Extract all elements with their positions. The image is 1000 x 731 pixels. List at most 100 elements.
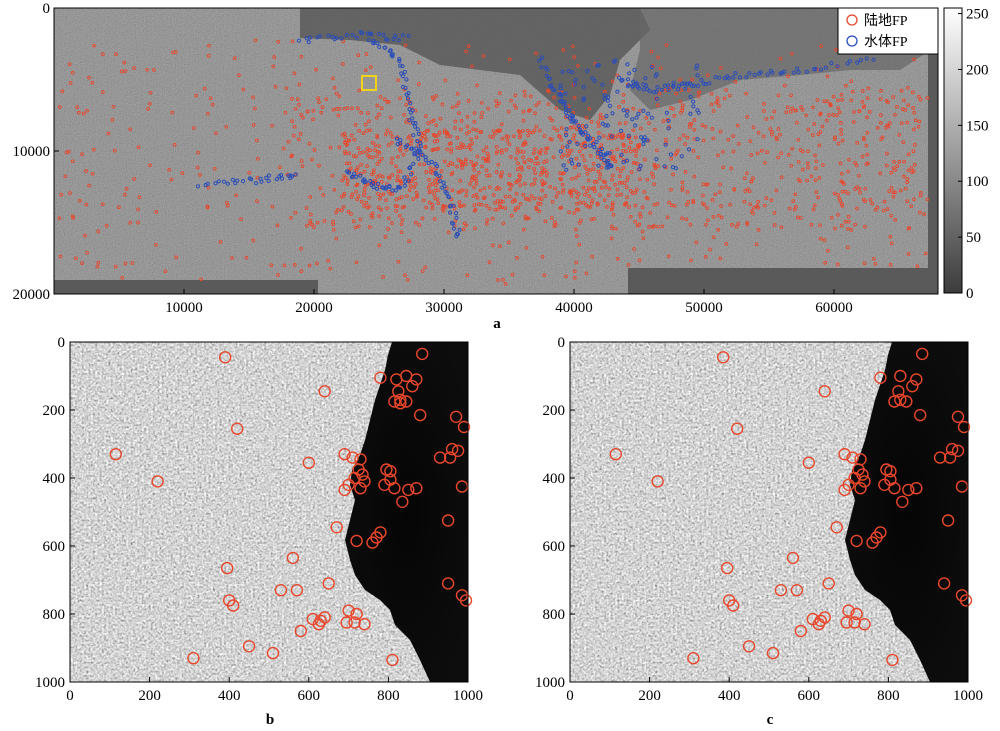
land-fp-marker xyxy=(456,158,461,162)
land-fp-marker xyxy=(879,113,883,117)
land-fp-marker xyxy=(745,115,750,119)
land-fp-marker xyxy=(839,92,844,97)
land-fp-marker xyxy=(573,175,578,180)
water-fp-marker xyxy=(396,184,401,190)
land-fp-marker xyxy=(389,160,394,165)
water-fp-marker xyxy=(583,143,588,148)
land-fp-marker xyxy=(114,52,118,57)
land-fp-marker xyxy=(317,163,321,168)
land-fp-marker xyxy=(377,159,382,164)
water-fp-marker xyxy=(396,38,401,43)
water-fp-marker xyxy=(385,37,390,42)
land-fp-marker xyxy=(355,106,360,111)
land-fp-marker xyxy=(455,136,460,140)
land-fp-marker xyxy=(353,123,358,127)
land-fp-marker xyxy=(491,243,495,248)
land-fp-marker xyxy=(762,203,767,208)
land-fp-marker xyxy=(912,57,916,62)
land-fp-marker xyxy=(909,166,914,170)
land-fp-marker xyxy=(345,182,350,187)
land-fp-marker xyxy=(845,245,850,250)
land-fp-marker xyxy=(577,149,582,154)
land-fp-marker xyxy=(507,142,512,147)
land-fp-marker xyxy=(832,191,837,196)
land-fp-marker xyxy=(800,167,805,172)
y-tick-label: 600 xyxy=(43,539,66,555)
water-fp-marker xyxy=(829,61,834,66)
land-fp-marker xyxy=(480,164,484,169)
land-fp-marker xyxy=(291,133,296,138)
fp-marker xyxy=(937,577,951,590)
water-fp-marker xyxy=(448,204,453,209)
land-fp-marker xyxy=(386,143,391,147)
land-fp-marker xyxy=(648,211,652,215)
land-fp-marker xyxy=(355,165,360,170)
land-fp-marker xyxy=(651,225,655,229)
land-fp-marker xyxy=(331,227,336,232)
land-fp-marker xyxy=(546,102,551,106)
panel-a-blank-corner-left xyxy=(54,280,318,294)
land-fp-marker xyxy=(488,185,492,190)
land-fp-marker xyxy=(704,222,708,227)
land-fp-marker xyxy=(902,159,906,164)
land-fp-marker xyxy=(491,193,496,197)
land-fp-marker xyxy=(875,126,880,130)
land-fp-marker xyxy=(448,134,453,139)
land-fp-marker xyxy=(540,188,545,193)
land-fp-marker xyxy=(814,166,818,171)
water-fp-marker xyxy=(791,70,796,75)
land-fp-marker xyxy=(284,86,289,91)
water-fp-marker xyxy=(654,89,659,94)
land-fp-marker xyxy=(482,195,487,200)
land-fp-marker xyxy=(860,100,865,104)
land-fp-marker xyxy=(342,106,347,111)
fp-marker xyxy=(338,483,351,497)
land-fp-marker xyxy=(359,162,363,167)
land-fp-marker xyxy=(610,136,614,141)
water-fp-marker xyxy=(406,33,411,38)
land-fp-marker xyxy=(442,128,447,133)
land-fp-marker xyxy=(199,277,204,282)
land-fp-marker xyxy=(732,187,737,191)
land-fp-marker xyxy=(593,189,597,193)
land-fp-marker xyxy=(592,216,597,221)
land-fp-marker xyxy=(572,95,577,100)
water-fp-marker xyxy=(411,133,416,138)
land-fp-marker xyxy=(347,151,352,155)
land-fp-marker xyxy=(625,178,630,182)
land-fp-marker xyxy=(528,108,532,112)
water-fp-marker xyxy=(632,67,637,73)
land-fp-marker xyxy=(543,181,547,185)
water-fp-marker xyxy=(418,149,423,155)
water-fp-marker xyxy=(695,63,700,68)
land-fp-marker xyxy=(474,181,479,186)
land-fp-marker xyxy=(394,164,398,169)
fp-marker xyxy=(266,646,280,660)
water-fp-marker xyxy=(683,86,688,91)
land-fp-marker xyxy=(474,135,479,140)
land-fp-marker xyxy=(872,256,876,261)
land-fp-marker xyxy=(580,124,585,128)
fp-marker xyxy=(906,380,919,393)
land-fp-marker xyxy=(718,190,722,194)
land-fp-marker xyxy=(711,215,716,219)
land-fp-marker xyxy=(319,110,324,115)
water-fp-marker xyxy=(855,60,860,65)
land-fp-marker xyxy=(487,206,492,211)
land-fp-marker xyxy=(806,165,810,170)
land-fp-marker xyxy=(731,149,736,154)
land-fp-marker xyxy=(368,148,373,153)
land-fp-marker xyxy=(411,197,415,201)
land-fp-marker xyxy=(255,138,259,143)
land-fp-marker xyxy=(425,128,429,133)
land-fp-marker xyxy=(596,131,601,135)
land-fp-marker xyxy=(635,144,640,148)
water-fp-marker xyxy=(581,84,586,89)
land-fp-marker xyxy=(351,154,356,158)
land-fp-marker xyxy=(465,124,470,129)
water-fp-marker xyxy=(569,157,574,162)
fp-marker xyxy=(894,369,907,383)
land-fp-marker xyxy=(344,161,349,166)
land-fp-marker xyxy=(467,145,471,149)
land-fp-marker xyxy=(548,137,552,141)
